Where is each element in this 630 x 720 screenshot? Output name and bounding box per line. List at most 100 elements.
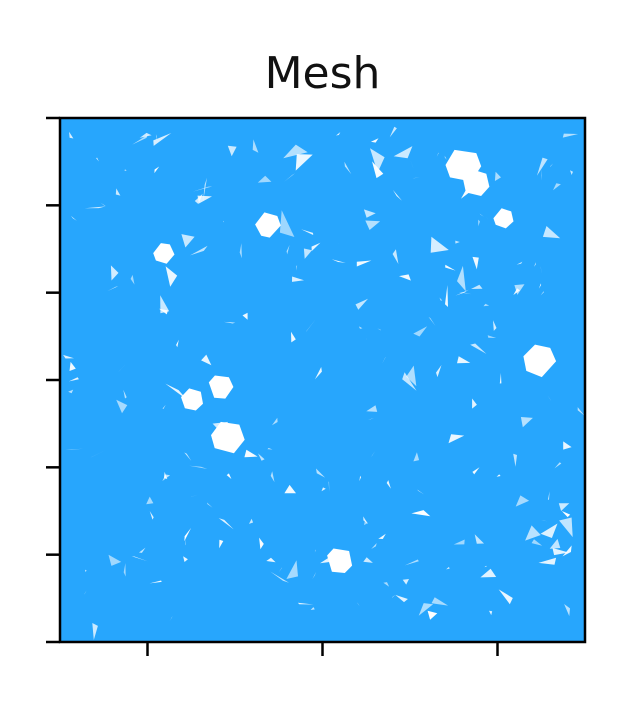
mesh-gap xyxy=(413,452,420,462)
mesh-gap xyxy=(185,538,186,546)
mesh-gap xyxy=(540,523,558,538)
mesh-gap xyxy=(201,354,212,366)
mesh-gap xyxy=(107,286,119,292)
mesh-gap xyxy=(356,260,372,267)
mesh-gap xyxy=(487,335,497,338)
mesh-gap xyxy=(478,219,480,227)
mesh-gap xyxy=(355,298,368,310)
mesh-gap xyxy=(257,175,272,183)
mesh-gap xyxy=(564,604,570,617)
mesh-gap xyxy=(540,265,542,274)
mesh-gap xyxy=(222,220,225,223)
mesh-gap xyxy=(453,539,465,545)
mesh-gap xyxy=(336,132,341,136)
mesh-gap xyxy=(577,407,585,416)
mesh-gap xyxy=(190,245,208,256)
mesh-gap xyxy=(227,145,237,157)
mesh-gap xyxy=(365,220,381,230)
mesh-gap xyxy=(570,170,573,175)
mesh-gap xyxy=(474,534,484,544)
mesh-gap xyxy=(270,571,289,583)
mesh-gap xyxy=(207,502,213,508)
mesh-gap xyxy=(411,510,431,517)
mesh-gap xyxy=(541,520,548,522)
mesh-gap xyxy=(149,580,162,584)
mesh-gap xyxy=(169,616,173,621)
mesh-gap xyxy=(69,361,76,371)
mesh-gap xyxy=(65,448,84,450)
mesh-gap xyxy=(562,133,579,138)
mesh-gap xyxy=(90,449,108,458)
mesh-gap xyxy=(392,189,402,201)
mesh-gap xyxy=(430,236,449,253)
mesh-gap xyxy=(115,188,121,196)
mesh-gap xyxy=(448,434,465,444)
mesh-gap xyxy=(472,256,479,270)
mesh-gap xyxy=(371,543,377,549)
mesh-gap xyxy=(146,496,154,505)
mesh-gap xyxy=(160,295,170,314)
mesh-gap xyxy=(370,138,379,143)
mesh-gap xyxy=(110,265,119,281)
mesh-gap xyxy=(283,144,308,159)
mesh-gap xyxy=(159,308,168,315)
mesh-gap xyxy=(445,264,456,271)
mesh-gap xyxy=(383,582,390,587)
mesh-gap xyxy=(331,259,346,263)
mesh-hole xyxy=(181,388,203,411)
axis-ticks xyxy=(46,116,499,656)
mesh-gap xyxy=(189,465,208,469)
mesh-hole xyxy=(208,375,234,399)
mesh-gap xyxy=(242,312,248,320)
mesh-gap xyxy=(363,209,376,218)
mesh-gap xyxy=(358,326,363,329)
mesh-gap xyxy=(259,537,264,550)
mesh-gap xyxy=(520,417,533,428)
mesh-gap xyxy=(292,276,304,282)
mesh-gap xyxy=(314,367,322,380)
mesh-gap xyxy=(395,594,408,603)
mesh-gap xyxy=(459,292,472,295)
mesh-hole xyxy=(523,344,557,378)
mesh-gap xyxy=(116,359,131,375)
mesh-hole xyxy=(493,208,514,229)
mesh-gap xyxy=(472,467,480,475)
mesh-gap xyxy=(139,132,152,138)
mesh-gap xyxy=(85,569,87,572)
mesh-gap xyxy=(139,547,146,553)
mesh-gap xyxy=(181,234,195,248)
mesh-gap xyxy=(190,494,199,497)
mesh-gap xyxy=(513,288,520,295)
mesh-gap xyxy=(203,177,207,202)
mesh-gap xyxy=(540,291,544,296)
mesh-gap xyxy=(525,525,541,541)
mesh-gap xyxy=(344,161,352,175)
mesh-gap xyxy=(291,331,296,343)
mesh-hole xyxy=(153,243,175,264)
mesh-gap xyxy=(270,471,275,483)
mesh-fill xyxy=(60,118,585,642)
mesh-gap xyxy=(439,297,443,301)
mesh-gap xyxy=(472,398,477,409)
mesh-gap xyxy=(366,334,368,341)
mesh-gap xyxy=(436,152,439,157)
mesh-gap xyxy=(494,171,501,181)
mesh-gap xyxy=(392,594,396,598)
mesh-gap xyxy=(338,243,342,245)
mesh-gap xyxy=(192,186,213,192)
mesh-gap xyxy=(301,229,314,235)
mesh-gap xyxy=(515,495,530,507)
mesh-gap xyxy=(542,226,561,239)
axes-frame xyxy=(58,116,587,644)
mesh-gap xyxy=(296,264,298,271)
mesh-gap xyxy=(496,474,501,477)
mesh-gap xyxy=(310,607,315,610)
mesh-gap xyxy=(223,321,236,324)
mesh-gap xyxy=(316,468,326,478)
mesh-gap xyxy=(218,518,234,530)
mesh-gap xyxy=(96,157,99,162)
mesh-gap xyxy=(484,216,489,220)
mesh-gap xyxy=(306,319,316,332)
mesh-gap xyxy=(417,489,424,495)
mesh-gap xyxy=(267,448,273,450)
